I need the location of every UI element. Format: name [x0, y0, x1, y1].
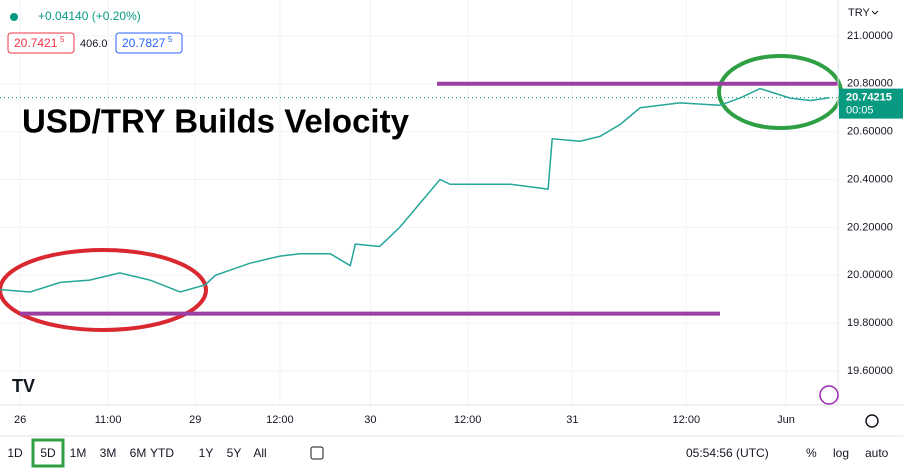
auto-toggle[interactable]: auto: [865, 446, 889, 460]
percent-toggle[interactable]: %: [806, 446, 817, 460]
range-button[interactable]: 6M: [130, 446, 147, 460]
y-tick-label: 19.60000: [847, 365, 893, 377]
x-tick-label: Jun: [777, 414, 795, 426]
event-icon[interactable]: [819, 385, 839, 405]
range-button[interactable]: 1M: [70, 446, 87, 460]
range-button[interactable]: 5Y: [227, 446, 242, 460]
highlight-circle: [0, 248, 208, 332]
countdown: 00:05: [846, 105, 874, 117]
range-button[interactable]: 1Y: [199, 446, 214, 460]
x-tick-label: 11:00: [95, 414, 122, 426]
time: 05:54:56 (UTC): [686, 446, 769, 460]
range-button[interactable]: 3M: [100, 446, 117, 460]
bid-sup: 5: [60, 35, 65, 44]
ask: 20.7827: [122, 36, 166, 50]
grid: [0, 0, 838, 405]
log-toggle[interactable]: log: [833, 446, 849, 460]
settings-icon[interactable]: [865, 414, 879, 428]
x-tick-label: 29: [189, 414, 201, 426]
last-price-label: 20.74215: [846, 92, 892, 104]
x-tick-label: 12:00: [673, 414, 701, 426]
active-range-box: [31, 438, 65, 468]
ask-sup: 5: [168, 35, 173, 44]
ask-box: [115, 32, 183, 54]
chart-title: USD/TRY Builds Velocity: [22, 103, 410, 140]
range-button[interactable]: All: [253, 446, 266, 460]
logo: TV: [12, 376, 35, 396]
dropdown-icon[interactable]: [871, 10, 879, 15]
x-tick-label: 12:00: [266, 414, 294, 426]
bid-box: [7, 32, 75, 54]
change: +0.04140 (+0.20%): [38, 9, 141, 23]
x-tick-label: 30: [364, 414, 376, 426]
bid: 20.7421: [14, 36, 58, 50]
range-button[interactable]: 1D: [7, 446, 23, 460]
y-tick-label: 19.80000: [847, 317, 893, 329]
toolbar: 1D 5D 1M 3M 6M YTD 1Y 5Y All 05:54:56 (UTC)% log au…: [7, 438, 889, 468]
y-tick-label: 21.00000: [847, 30, 893, 42]
x-tick-label: 31: [566, 414, 578, 426]
range-button[interactable]: YTD: [150, 446, 174, 460]
y-tick-label: 20.60000: [847, 126, 893, 138]
y-tick-label: 20.40000: [847, 173, 893, 185]
range-button[interactable]: 5D: [40, 446, 56, 460]
price-line: [0, 87, 830, 293]
x-tick-label: 26: [14, 414, 26, 426]
status-dot: [10, 13, 18, 21]
spread: 406.0: [80, 38, 108, 50]
y-tick-label: 20.20000: [847, 221, 893, 233]
currency[interactable]: TRY: [848, 7, 870, 19]
y-tick-label: 20.80000: [847, 78, 893, 90]
x-tick-label: 12:00: [454, 414, 482, 426]
last-price-tag: [839, 88, 903, 119]
plot: [0, 81, 838, 316]
compare-icon[interactable]: [310, 446, 324, 460]
y-tick-label: 20.00000: [847, 269, 893, 281]
